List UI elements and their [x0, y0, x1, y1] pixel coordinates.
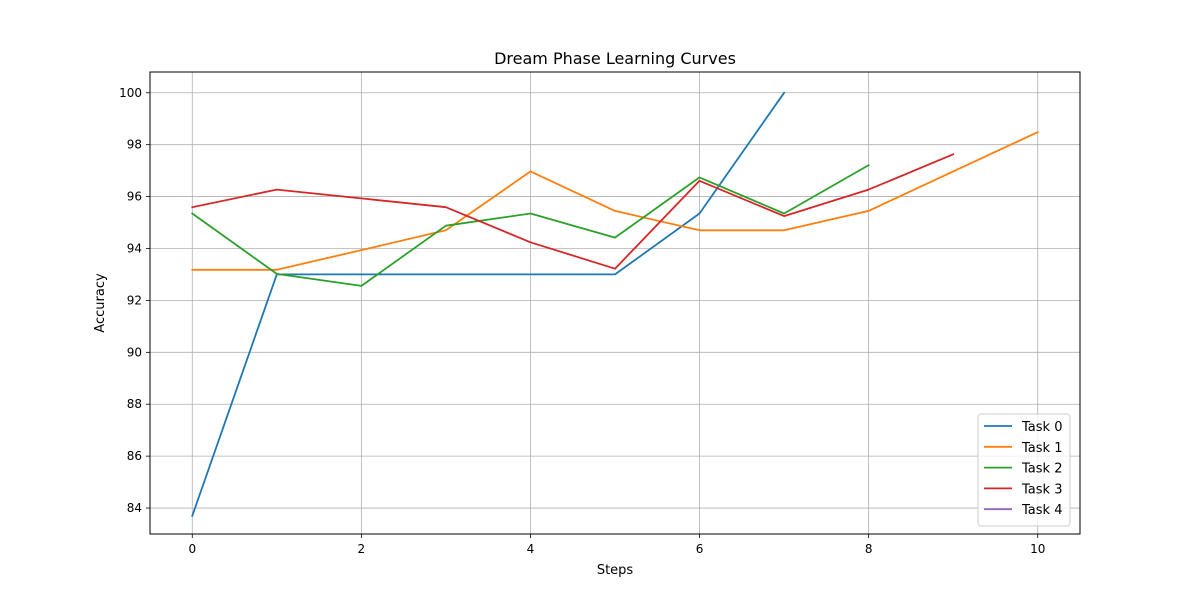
- y-tick-label: 84: [127, 501, 142, 515]
- x-tick-label: 0: [188, 542, 196, 556]
- series-line-task-0: [191, 91, 786, 517]
- legend-entry: Task 2: [1021, 462, 1062, 477]
- series-line-task-2: [191, 163, 870, 287]
- x-tick-label: 8: [865, 542, 873, 556]
- x-tick-label: 6: [696, 542, 704, 556]
- grid: [150, 72, 1080, 534]
- y-tick-label: 96: [127, 190, 142, 204]
- series-line-task-3: [191, 153, 955, 270]
- legend-box: [977, 413, 1071, 527]
- y-axis-ticks: 84 86 88 90 92 94 96 98 100: [119, 86, 150, 515]
- x-tick-label: 10: [1030, 542, 1045, 556]
- legend-entry: Task 0: [1021, 420, 1062, 435]
- y-axis-label: Accuracy: [93, 273, 108, 333]
- legend-entry: Task 4: [1021, 503, 1062, 518]
- legend-entry: Task 1: [1021, 441, 1062, 456]
- y-tick-label: 92: [127, 293, 142, 307]
- legend-entry: Task 3: [1021, 482, 1062, 497]
- series-lines: [191, 91, 1039, 517]
- x-axis-label: Steps: [597, 563, 634, 578]
- y-tick-label: 90: [127, 345, 142, 359]
- legend: Task 0 Task 1 Task 2 Task 3 Task 4: [977, 413, 1071, 527]
- series-line-task-1: [191, 131, 1039, 271]
- y-tick-label: 86: [127, 449, 142, 463]
- x-tick-label: 4: [527, 542, 535, 556]
- plot-frame: [149, 71, 1081, 535]
- y-tick-label: 100: [119, 86, 142, 100]
- y-tick-label: 88: [127, 397, 142, 411]
- chart-title: Dream Phase Learning Curves: [494, 49, 736, 68]
- x-axis-ticks: 0 2 4 6 8 10: [188, 534, 1045, 556]
- x-tick-label: 2: [358, 542, 366, 556]
- y-tick-label: 94: [127, 241, 142, 255]
- y-tick-label: 98: [127, 138, 142, 152]
